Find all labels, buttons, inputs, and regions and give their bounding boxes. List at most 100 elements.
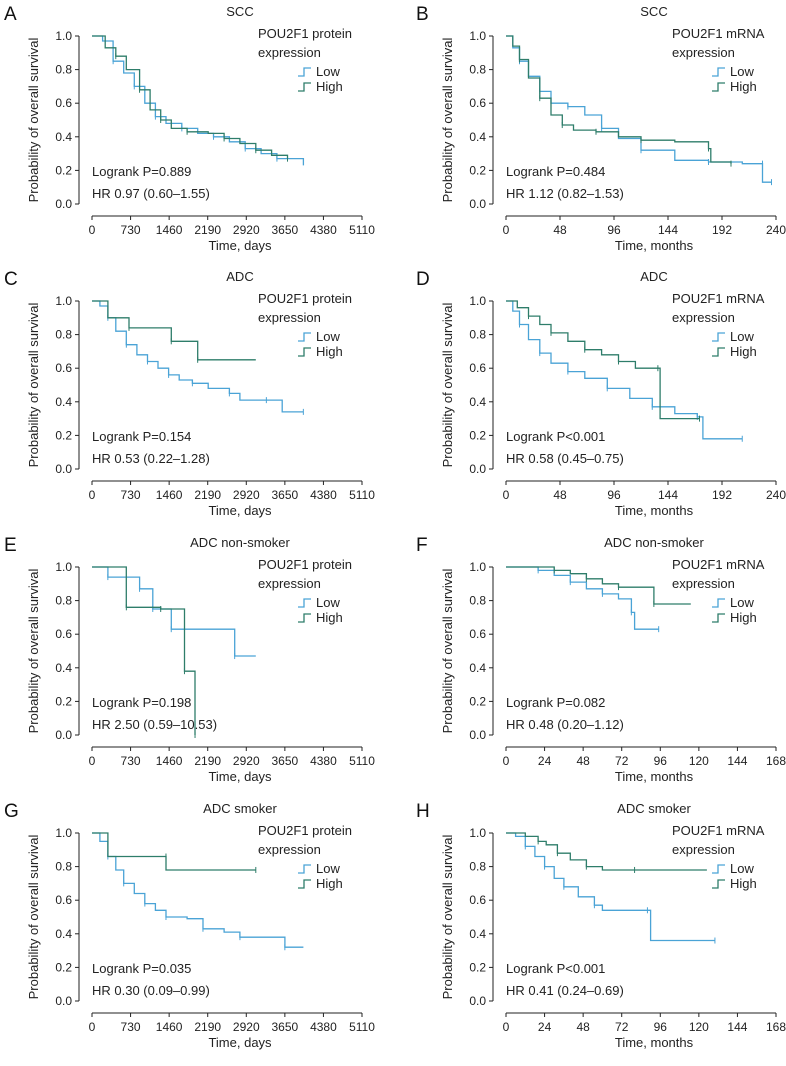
legend-title: expression bbox=[258, 842, 321, 857]
y-axis-label: Probability of overall survival bbox=[26, 569, 41, 734]
x-tick-label: 192 bbox=[712, 488, 732, 502]
legend-label-high: High bbox=[730, 876, 757, 891]
x-axis-label: Time, days bbox=[208, 769, 272, 784]
logrank-stat: Logrank P=0.035 bbox=[92, 961, 191, 976]
y-tick-label: 1.0 bbox=[55, 560, 72, 574]
km-curve-high bbox=[92, 35, 289, 159]
x-tick-label: 2190 bbox=[194, 754, 221, 768]
y-tick-label: 0.6 bbox=[55, 96, 72, 110]
km-curve-high bbox=[92, 300, 256, 361]
hazard-ratio-stat: HR 0.97 (0.60–1.55) bbox=[92, 186, 210, 201]
y-tick-label: 0.6 bbox=[469, 96, 486, 110]
legend-title: POU2F1 protein bbox=[258, 823, 352, 838]
y-tick-label: 0.8 bbox=[55, 328, 72, 342]
legend-title: expression bbox=[672, 310, 735, 325]
x-axis-label: Time, days bbox=[208, 1035, 272, 1050]
legend-label-low: Low bbox=[316, 595, 340, 610]
y-tick-label: 0.0 bbox=[469, 197, 486, 211]
y-axis-label: Probability of overall survival bbox=[440, 569, 455, 734]
logrank-stat: Logrank P=0.154 bbox=[92, 429, 191, 444]
hazard-ratio-stat: HR 0.53 (0.22–1.28) bbox=[92, 451, 210, 466]
y-tick-label: 0.0 bbox=[469, 462, 486, 476]
y-tick-label: 0.2 bbox=[469, 428, 486, 442]
x-tick-label: 168 bbox=[766, 1020, 786, 1034]
legend-label-high: High bbox=[730, 79, 757, 94]
legend-title: expression bbox=[672, 576, 735, 591]
legend-swatch-high bbox=[712, 347, 725, 357]
x-tick-label: 2920 bbox=[233, 754, 260, 768]
legend-label-low: Low bbox=[730, 595, 754, 610]
x-tick-label: 1460 bbox=[156, 1020, 183, 1034]
panel-title: ADC non-smoker bbox=[604, 535, 704, 550]
legend-title: POU2F1 mRNA bbox=[672, 291, 765, 306]
logrank-stat: Logrank P<0.001 bbox=[506, 961, 605, 976]
legend-label-low: Low bbox=[730, 64, 754, 79]
hazard-ratio-stat: HR 2.50 (0.59–10.53) bbox=[92, 717, 217, 732]
legend-title: expression bbox=[258, 45, 321, 60]
legend-title: expression bbox=[258, 310, 321, 325]
panel-letter: F bbox=[416, 535, 428, 556]
x-axis-label: Time, months bbox=[615, 503, 694, 518]
y-tick-label: 0.6 bbox=[469, 893, 486, 907]
x-tick-label: 4380 bbox=[310, 223, 337, 237]
x-tick-label: 1460 bbox=[156, 488, 183, 502]
x-tick-label: 4380 bbox=[310, 488, 337, 502]
x-tick-label: 240 bbox=[766, 488, 786, 502]
y-tick-label: 0.0 bbox=[55, 728, 72, 742]
y-tick-label: 0.0 bbox=[55, 462, 72, 476]
legend-label-high: High bbox=[730, 610, 757, 625]
y-tick-label: 1.0 bbox=[469, 826, 486, 840]
legend-label-high: High bbox=[316, 610, 343, 625]
x-tick-label: 2190 bbox=[194, 1020, 221, 1034]
legend-swatch-low bbox=[712, 67, 725, 77]
y-tick-label: 0.4 bbox=[469, 395, 486, 409]
panel-title: ADC smoker bbox=[617, 801, 691, 816]
x-tick-label: 192 bbox=[712, 223, 732, 237]
x-tick-label: 730 bbox=[121, 754, 141, 768]
x-tick-label: 3650 bbox=[272, 223, 299, 237]
x-tick-label: 3650 bbox=[272, 488, 299, 502]
legend-label-high: High bbox=[730, 344, 757, 359]
hazard-ratio-stat: HR 0.48 (0.20–1.12) bbox=[506, 717, 624, 732]
hazard-ratio-stat: HR 1.12 (0.82–1.53) bbox=[506, 186, 624, 201]
x-tick-label: 730 bbox=[121, 488, 141, 502]
km-curve-low bbox=[92, 35, 305, 166]
y-tick-label: 0.0 bbox=[469, 728, 486, 742]
legend-label-low: Low bbox=[316, 64, 340, 79]
panel-letter: D bbox=[416, 269, 430, 290]
y-tick-label: 1.0 bbox=[55, 294, 72, 308]
y-tick-label: 0.4 bbox=[55, 130, 72, 144]
panel-g: G ADC smoker 0.0 0.2 0.4 0.6 0.8 1.0 0 730 1460 219… bbox=[4, 801, 375, 1050]
panel-b: B SCC 0.0 0.2 0.4 0.6 0.8 1.0 0 48 96 144 192 240 Time… bbox=[416, 4, 786, 253]
y-tick-label: 1.0 bbox=[469, 294, 486, 308]
y-tick-label: 0.4 bbox=[55, 661, 72, 675]
x-tick-label: 120 bbox=[689, 1020, 709, 1034]
x-tick-label: 48 bbox=[576, 1020, 590, 1034]
logrank-stat: Logrank P<0.001 bbox=[506, 429, 605, 444]
x-tick-label: 2190 bbox=[194, 223, 221, 237]
x-tick-label: 0 bbox=[89, 488, 96, 502]
x-axis-label: Time, months bbox=[615, 1035, 694, 1050]
legend-swatch-high bbox=[298, 347, 311, 357]
x-tick-label: 0 bbox=[503, 754, 510, 768]
x-axis-label: Time, days bbox=[208, 238, 272, 253]
x-tick-label: 0 bbox=[89, 223, 96, 237]
y-tick-label: 0.2 bbox=[55, 428, 72, 442]
panel-title: SCC bbox=[226, 4, 253, 19]
x-tick-label: 2920 bbox=[233, 1020, 260, 1034]
panel-e: E ADC non-smoker 0.0 0.2 0.4 0.6 0.8 1.0 0 730 146… bbox=[4, 535, 375, 784]
km-curve-low bbox=[506, 300, 743, 440]
km-curve-high bbox=[506, 300, 700, 420]
y-tick-label: 0.6 bbox=[55, 893, 72, 907]
legend-label-low: Low bbox=[730, 329, 754, 344]
legend-title: POU2F1 protein bbox=[258, 26, 352, 41]
km-curve-low bbox=[92, 566, 256, 657]
y-tick-label: 1.0 bbox=[469, 29, 486, 43]
y-axis-label: Probability of overall survival bbox=[26, 38, 41, 203]
legend-swatch-low bbox=[712, 864, 725, 874]
legend-label-low: Low bbox=[316, 329, 340, 344]
x-tick-label: 48 bbox=[553, 223, 567, 237]
y-tick-label: 0.4 bbox=[469, 927, 486, 941]
y-tick-label: 0.8 bbox=[469, 328, 486, 342]
